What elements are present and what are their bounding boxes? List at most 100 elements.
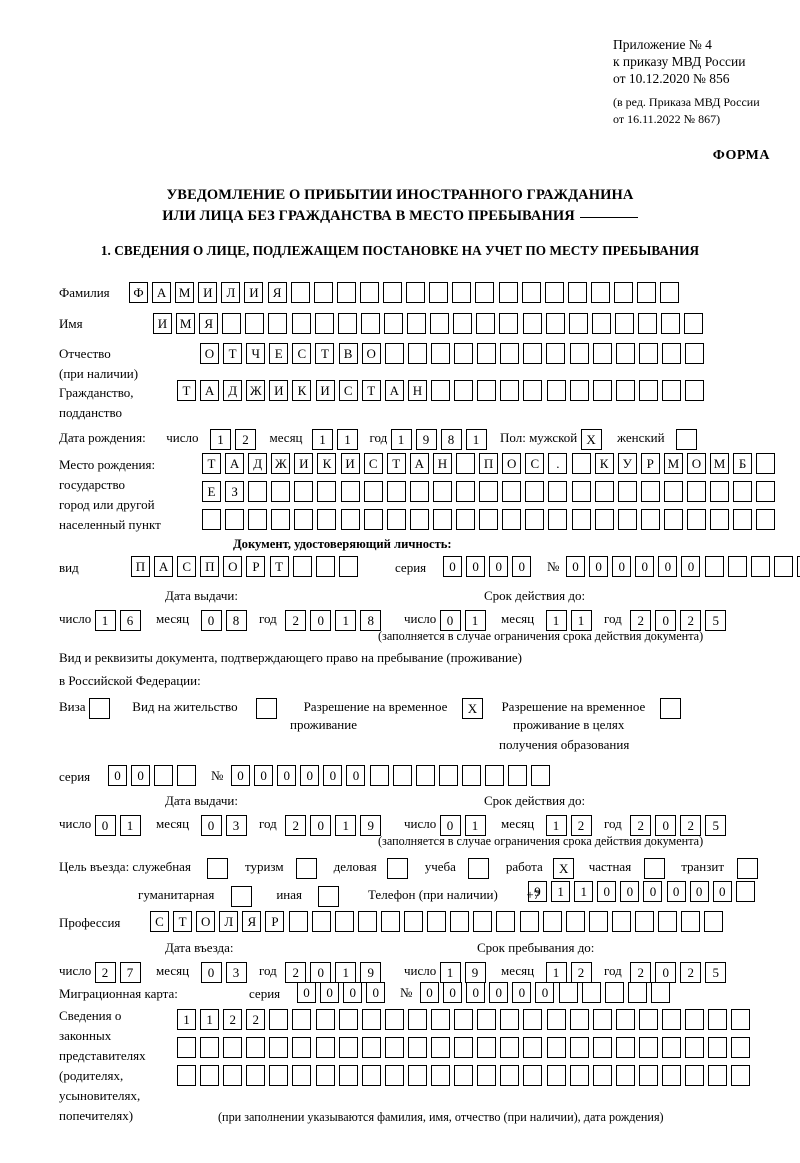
legal-rep-3-cell-23[interactable] [685,1065,705,1086]
surname-cell-15[interactable] [452,282,472,303]
legal-rep-3-cell-8[interactable] [338,1065,358,1086]
phone-cell-1[interactable]: 9 [528,881,547,902]
birth-place-3-cell-23[interactable] [710,509,730,530]
permit-number-cell-1[interactable]: 0 [231,765,250,786]
legal-rep-3-cell-18[interactable] [569,1065,589,1086]
doc-kind-cell-3[interactable]: С [177,556,197,577]
purpose-work-checkbox[interactable]: Х [553,857,575,879]
entry-year-1[interactable]: 2 [285,961,307,983]
surname-cell-18[interactable] [521,282,541,303]
purpose-study-checkbox[interactable] [468,857,490,879]
permit-number-cell-7[interactable] [369,765,389,786]
firstname-cell-18[interactable] [545,313,565,334]
doc-valid-day-2[interactable]: 1 [464,609,486,631]
citizenship-cell-7[interactable]: И [315,380,335,401]
birth-place-1-cell-24[interactable]: Б [733,453,753,474]
birth-place-1-cell-19[interactable]: У [617,453,637,474]
card-number-cell-11[interactable] [650,982,670,1003]
profession-cell-25[interactable] [704,911,724,932]
legal-rep-2-cell-25[interactable] [731,1037,751,1058]
legal-rep-3-cell-15[interactable] [500,1065,520,1086]
birth-place-1-cell-13[interactable]: П [479,453,499,474]
firstname-cell-12[interactable] [407,313,427,334]
permit-issue-month-2[interactable]: 3 [225,814,247,836]
firstname-cell-16[interactable] [499,313,519,334]
birth-place-3-cell-18[interactable] [594,509,614,530]
firstname-cell-11[interactable] [383,313,403,334]
legal-rep-1-cell-4[interactable]: 2 [246,1009,266,1030]
citizenship-cell-9[interactable]: Т [361,380,381,401]
citizenship-cell-11[interactable]: Н [407,380,427,401]
legal-rep-1-cell-23[interactable] [685,1009,705,1030]
birth-place-3-cell-4[interactable] [271,509,291,530]
legal-rep-3-cell-14[interactable] [477,1065,497,1086]
birth-place-3-cell-8[interactable] [363,509,383,530]
doc-valid-year-4[interactable]: 5 [705,609,727,631]
stay-year-1[interactable]: 2 [630,961,652,983]
doc-series-cell-3[interactable]: 0 [489,556,509,577]
patronymic-cell-3[interactable]: Ч [246,343,266,364]
doc-valid-year-1[interactable]: 2 [630,609,652,631]
permit-issue-year-3[interactable]: 1 [335,814,357,836]
profession-cell-8[interactable] [311,911,331,932]
legal-rep-3-cell-3[interactable] [223,1065,243,1086]
firstname-cell-9[interactable] [337,313,357,334]
permit-valid-year-2[interactable]: 0 [655,814,677,836]
permit-valid-year-3[interactable]: 2 [680,814,702,836]
birth-place-3-cell-11[interactable] [432,509,452,530]
legal-rep-1-cell-25[interactable] [731,1009,751,1030]
doc-number-cell-8[interactable] [727,556,747,577]
birth-place-2-cell-15[interactable] [525,481,545,502]
temp-residence-checkbox[interactable]: Х [461,697,483,719]
card-series-cell-1[interactable]: 0 [297,982,316,1003]
birth-place-3-cell-1[interactable] [202,509,221,530]
birth-place-3-cell-9[interactable] [386,509,406,530]
birth-place-1-cell-1[interactable]: Т [202,453,221,474]
patronymic-cell-10[interactable] [407,343,427,364]
phone-cell-3[interactable]: 1 [574,881,594,902]
legal-rep-1-cell-14[interactable] [477,1009,497,1030]
surname-cell-19[interactable] [544,282,564,303]
legal-rep-3-cell-7[interactable] [315,1065,335,1086]
permit-issue-year-1[interactable]: 2 [285,814,307,836]
birth-place-2-cell-20[interactable] [640,481,660,502]
surname-cell-12[interactable] [383,282,403,303]
birth-place-1-cell-6[interactable]: К [317,453,337,474]
birth-place-1-cell-7[interactable]: И [340,453,360,474]
profession-cell-23[interactable] [658,911,678,932]
surname-cell-9[interactable] [313,282,333,303]
birth-place-3-cell-12[interactable] [456,509,476,530]
legal-rep-1-cell-20[interactable] [615,1009,635,1030]
surname-cell-3[interactable]: М [175,282,195,303]
birth-place-3-cell-16[interactable] [548,509,568,530]
legal-rep-3-cell-11[interactable] [407,1065,427,1086]
phone-cell-7[interactable]: 0 [666,881,686,902]
doc-kind-cell-5[interactable]: О [223,556,243,577]
card-series-cell-4[interactable]: 0 [366,982,386,1003]
profession-cell-3[interactable]: О [196,911,216,932]
permit-number-cell-5[interactable]: 0 [323,765,343,786]
legal-rep-3-cell-22[interactable] [661,1065,681,1086]
permit-series-cell-3[interactable] [154,765,174,786]
doc-issue-year-4[interactable]: 8 [360,609,382,631]
entry-month-1[interactable]: 0 [200,961,222,983]
birth-year-1[interactable]: 1 [390,428,412,450]
doc-valid-month-1[interactable]: 1 [545,609,567,631]
permit-number-cell-8[interactable] [392,765,412,786]
birth-place-2-cell-8[interactable] [363,481,383,502]
legal-rep-3-cell-20[interactable] [615,1065,635,1086]
doc-number-cell-2[interactable]: 0 [589,556,609,577]
doc-number-cell-6[interactable]: 0 [681,556,701,577]
birth-place-3-cell-25[interactable] [756,509,776,530]
permit-valid-day-1[interactable]: 0 [439,814,461,836]
permit-issue-day-1[interactable]: 0 [94,814,116,836]
profession-cell-22[interactable] [634,911,654,932]
birth-place-1-cell-10[interactable]: А [409,453,429,474]
patronymic-cell-12[interactable] [454,343,474,364]
surname-cell-4[interactable]: И [198,282,218,303]
legal-rep-1-cell-11[interactable] [407,1009,427,1030]
